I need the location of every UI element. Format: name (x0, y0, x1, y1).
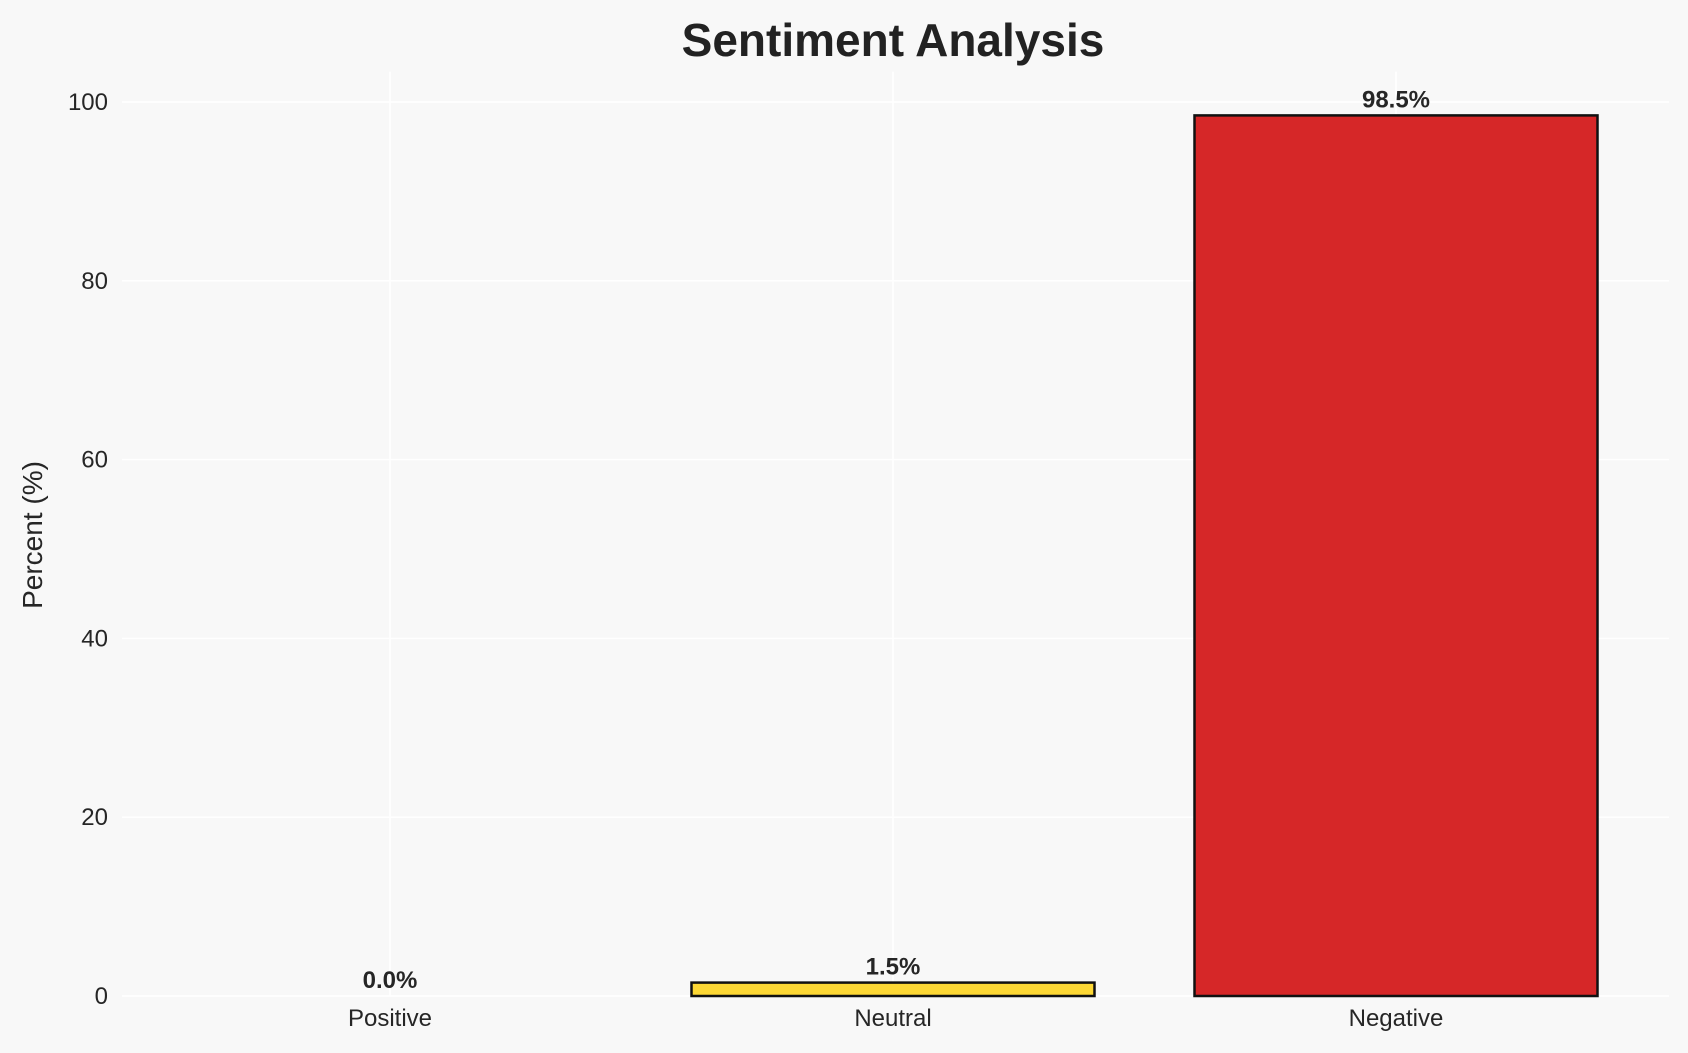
x-tick-label: Positive (348, 1005, 432, 1032)
y-tick-label: 20 (81, 804, 108, 831)
data-label: 0.0% (363, 967, 418, 994)
y-tick-label: 0 (95, 983, 108, 1010)
y-axis-label: Percent (%) (17, 461, 48, 609)
y-tick-label: 40 (81, 625, 108, 652)
y-tick-label: 60 (81, 447, 108, 474)
chart-title: Sentiment Analysis (682, 14, 1105, 66)
data-label: 1.5% (866, 954, 921, 981)
x-tick-label: Negative (1349, 1005, 1444, 1032)
data-label: 98.5% (1362, 86, 1430, 113)
labels: 0 20 40 60 80 100 0.0% Positive 1.5% Neutral 98.5%… (68, 86, 1443, 1032)
y-tick-label: 80 (81, 268, 108, 295)
bars (690, 114, 1599, 998)
bar-negative (1193, 114, 1599, 998)
x-tick-label: Neutral (854, 1005, 931, 1032)
y-tick-label: 100 (68, 89, 108, 116)
bar-neutral (690, 981, 1096, 998)
